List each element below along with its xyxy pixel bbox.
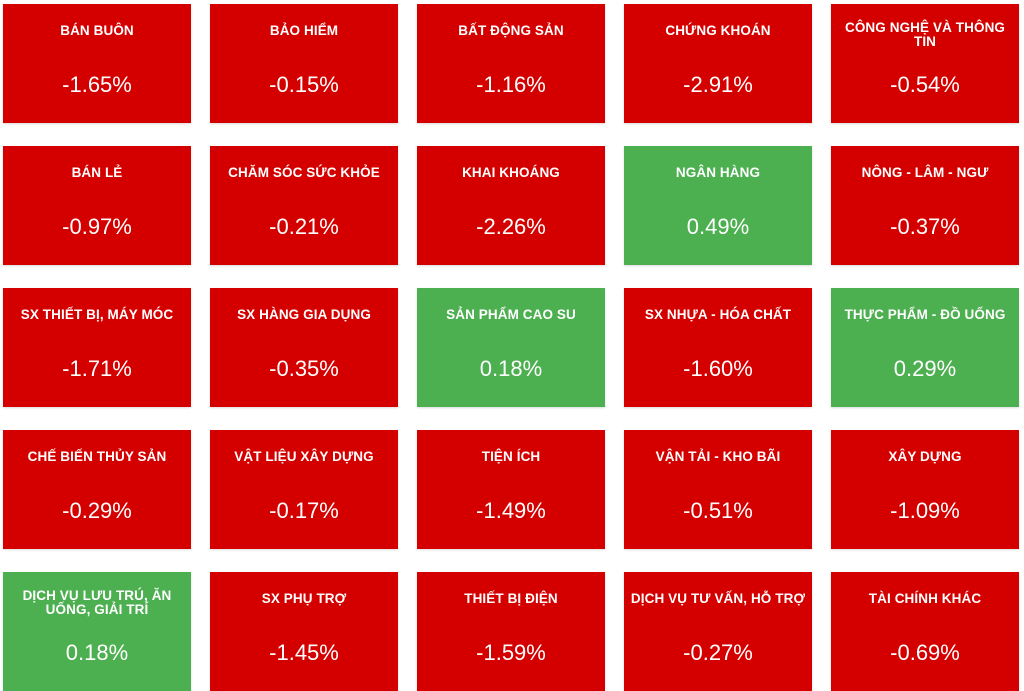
sector-tile-sx-phu-tro[interactable]: SX PHỤ TRỢ -1.45% (210, 572, 398, 691)
sector-tile-xay-dung[interactable]: XÂY DỰNG -1.09% (831, 430, 1019, 549)
sector-tile-nong-lam-ngu[interactable]: NÔNG - LÂM - NGƯ -0.37% (831, 146, 1019, 265)
sector-change: -0.54% (890, 72, 960, 97)
sector-change: -2.26% (476, 214, 546, 239)
sector-name: XÂY DỰNG (888, 449, 962, 464)
sector-tile-thiet-bi-dien[interactable]: THIẾT BỊ ĐIỆN -1.59% (417, 572, 605, 691)
sector-name: SẢN PHẨM CAO SU (446, 307, 576, 322)
sector-change: -2.91% (683, 72, 753, 97)
sector-name: BÁN BUÔN (60, 23, 134, 38)
sector-change: -0.17% (269, 498, 339, 523)
sector-change: 0.29% (893, 356, 957, 381)
sector-tile-cham-soc-suc-khoe[interactable]: CHĂM SÓC SỨC KHỎE -0.21% (210, 146, 398, 265)
sector-tile-sx-hang-gia-dung[interactable]: SX HÀNG GIA DỤNG -0.35% (210, 288, 398, 407)
sector-name: DỊCH VỤ TƯ VẤN, HỖ TRỢ (630, 591, 806, 606)
sector-change: -0.69% (890, 640, 960, 665)
sector-change: -1.45% (269, 640, 339, 665)
sector-name: BẤT ĐỘNG SẢN (458, 23, 564, 38)
sector-name: BÁN LẺ (71, 165, 123, 180)
sector-heatmap-grid: BÁN BUÔN -1.65% BẢO HIỂM -0.15% BẤT ĐỘNG… (3, 4, 1019, 691)
sector-change: -0.37% (890, 214, 960, 239)
sector-change: -0.51% (683, 498, 753, 523)
sector-change: -1.59% (476, 640, 546, 665)
sector-change: -0.29% (62, 498, 132, 523)
sector-change: -1.16% (476, 72, 546, 97)
sector-name: SX HÀNG GIA DỤNG (237, 307, 371, 322)
sector-change: -0.27% (683, 640, 753, 665)
sector-name: TÀI CHÍNH KHÁC (868, 591, 982, 606)
sector-name: DỊCH VỤ LƯU TRÚ, ĂN UỐNG, GIẢI TRÍ (22, 588, 172, 617)
sector-tile-ban-buon[interactable]: BÁN BUÔN -1.65% (3, 4, 191, 123)
sector-name: VẬT LIỆU XÂY DỰNG (234, 449, 374, 464)
sector-tile-sx-nhua-hoa-chat[interactable]: SX NHỰA - HÓA CHẤT -1.60% (624, 288, 812, 407)
sector-tile-dich-vu-tu-van-ho-tro[interactable]: DỊCH VỤ TƯ VẤN, HỖ TRỢ -0.27% (624, 572, 812, 691)
sector-name: KHAI KHOÁNG (462, 165, 560, 180)
sector-tile-vat-lieu-xay-dung[interactable]: VẬT LIỆU XÂY DỰNG -0.17% (210, 430, 398, 549)
sector-name: NÔNG - LÂM - NGƯ (861, 165, 989, 180)
sector-name: CÔNG NGHỆ VÀ THÔNG TIN (844, 20, 1006, 49)
sector-tile-bao-hiem[interactable]: BẢO HIỂM -0.15% (210, 4, 398, 123)
sector-tile-khai-khoang[interactable]: KHAI KHOÁNG -2.26% (417, 146, 605, 265)
sector-change: -0.35% (269, 356, 339, 381)
sector-tile-tien-ich[interactable]: TIỆN ÍCH -1.49% (417, 430, 605, 549)
sector-tile-tai-chinh-khac[interactable]: TÀI CHÍNH KHÁC -0.69% (831, 572, 1019, 691)
sector-name: SX NHỰA - HÓA CHẤT (644, 307, 792, 322)
sector-name: THIẾT BỊ ĐIỆN (464, 591, 558, 606)
sector-name: CHỨNG KHOÁN (665, 23, 771, 38)
sector-tile-van-tai-kho-bai[interactable]: VẬN TẢI - KHO BÃI -0.51% (624, 430, 812, 549)
sector-change: -1.65% (62, 72, 132, 97)
sector-tile-ngan-hang[interactable]: NGÂN HÀNG 0.49% (624, 146, 812, 265)
sector-change: 0.18% (479, 356, 543, 381)
sector-name: THỰC PHẨM - ĐỒ UỐNG (844, 307, 1006, 322)
sector-change: -1.71% (62, 356, 132, 381)
sector-tile-sx-thiet-bi-may-moc[interactable]: SX THIẾT BỊ, MÁY MÓC -1.71% (3, 288, 191, 407)
sector-change: 0.49% (686, 214, 750, 239)
sector-name: CHĂM SÓC SỨC KHỎE (228, 165, 380, 180)
sector-change: -0.15% (269, 72, 339, 97)
sector-name: SX PHỤ TRỢ (261, 591, 347, 606)
sector-change: -1.49% (476, 498, 546, 523)
sector-tile-cong-nghe-va-thong-tin[interactable]: CÔNG NGHỆ VÀ THÔNG TIN -0.54% (831, 4, 1019, 123)
sector-name: CHẾ BIẾN THỦY SẢN (27, 449, 167, 464)
sector-name: BẢO HIỂM (269, 23, 339, 38)
sector-name: TIỆN ÍCH (481, 449, 541, 464)
sector-name: NGÂN HÀNG (675, 165, 761, 180)
sector-tile-thuc-pham-do-uong[interactable]: THỰC PHẨM - ĐỒ UỐNG 0.29% (831, 288, 1019, 407)
sector-change: 0.18% (65, 640, 129, 665)
sector-name: VẬN TẢI - KHO BÃI (655, 449, 781, 464)
sector-tile-che-bien-thuy-san[interactable]: CHẾ BIẾN THỦY SẢN -0.29% (3, 430, 191, 549)
sector-tile-chung-khoan[interactable]: CHỨNG KHOÁN -2.91% (624, 4, 812, 123)
sector-change: -1.09% (890, 498, 960, 523)
sector-tile-bat-dong-san[interactable]: BẤT ĐỘNG SẢN -1.16% (417, 4, 605, 123)
sector-tile-dich-vu-luu-tru-an-uong-giai-tri[interactable]: DỊCH VỤ LƯU TRÚ, ĂN UỐNG, GIẢI TRÍ 0.18% (3, 572, 191, 691)
sector-change: -0.21% (269, 214, 339, 239)
sector-tile-san-pham-cao-su[interactable]: SẢN PHẨM CAO SU 0.18% (417, 288, 605, 407)
sector-change: -1.60% (683, 356, 753, 381)
sector-tile-ban-le[interactable]: BÁN LẺ -0.97% (3, 146, 191, 265)
sector-change: -0.97% (62, 214, 132, 239)
sector-name: SX THIẾT BỊ, MÁY MÓC (20, 307, 174, 322)
